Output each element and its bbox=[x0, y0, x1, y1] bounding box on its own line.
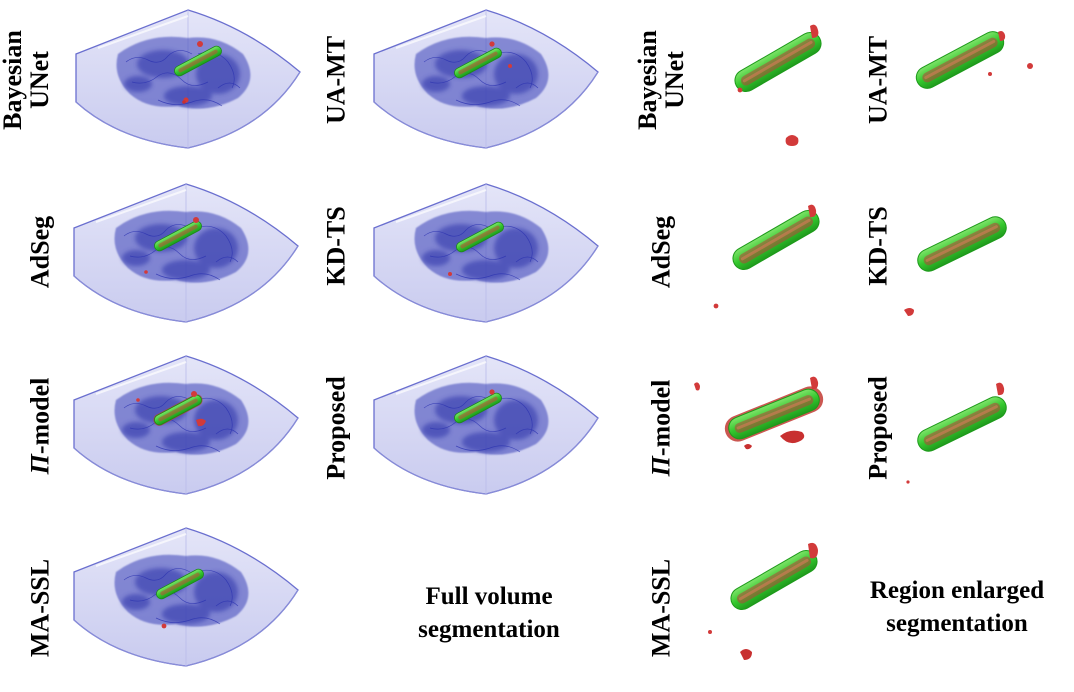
enlarged-panel-adseg bbox=[713, 188, 828, 328]
volume-panel-ma-ssl bbox=[66, 520, 306, 670]
enlarged-panel-ua-mt bbox=[911, 14, 1033, 154]
enlarged-panel-ma-ssl bbox=[708, 540, 834, 680]
volume-panel-ua-mt bbox=[366, 2, 606, 152]
volume-panel-adseg bbox=[66, 176, 306, 326]
volume-panel-proposed bbox=[366, 348, 606, 498]
caption-full-volume: Full volume segmentation bbox=[418, 583, 560, 643]
enlarged-panel-proposed bbox=[906, 370, 1026, 510]
volume-panel-kd-ts bbox=[366, 176, 606, 326]
enlarged-panel-pi-model bbox=[694, 370, 830, 510]
caption-region-enlarged: Region enlarged segmentation bbox=[869, 577, 1045, 637]
enlarged-panel-kd-ts bbox=[904, 188, 1022, 328]
enlarged-panel-bayesian-unet bbox=[728, 14, 838, 154]
volume-panel-pi-model bbox=[66, 348, 306, 498]
volume-panel-bayesian-unet bbox=[68, 2, 308, 152]
